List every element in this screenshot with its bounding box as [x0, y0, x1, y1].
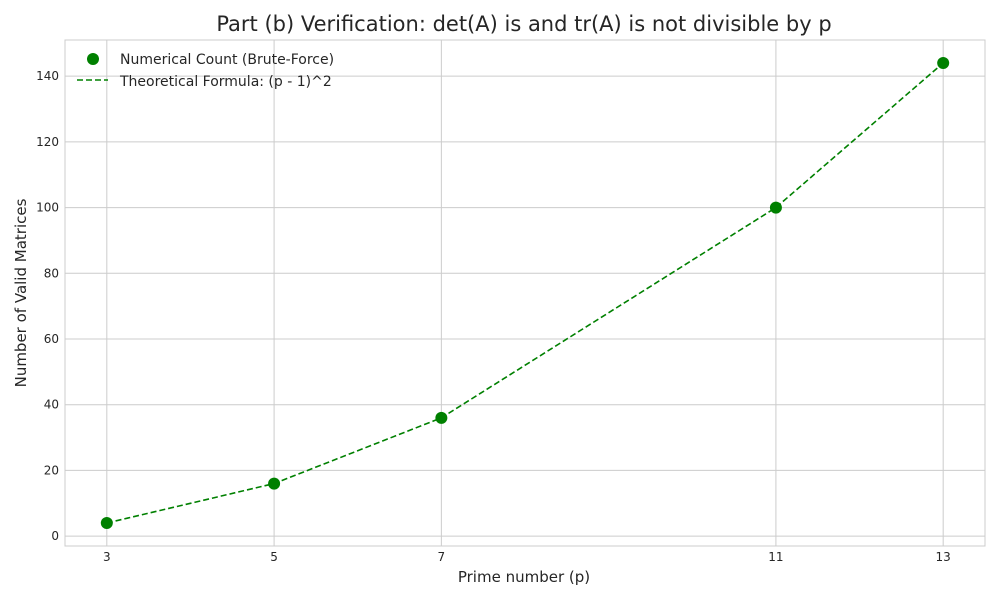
legend: Numerical Count (Brute-Force) Theoretica…: [77, 52, 334, 90]
y-axis-label: Number of Valid Matrices: [12, 198, 30, 387]
grid: [65, 40, 985, 546]
y-tick-labels: 0 20 40 60 80 100 120 140: [36, 69, 59, 543]
data-point-numerical: [937, 57, 950, 69]
legend-label-theoretical: Theoretical Formula: (p - 1)^2: [119, 74, 332, 90]
y-tick-label: 80: [44, 266, 59, 280]
y-tick-label: 140: [36, 69, 59, 83]
y-tick-label: 60: [44, 332, 59, 346]
y-tick-label: 40: [44, 398, 59, 412]
data-point-numerical: [769, 201, 782, 214]
y-tick-label: 0: [51, 529, 59, 543]
plot-frame: [64, 39, 986, 547]
x-tick-label: 11: [768, 550, 783, 564]
x-tick-label: 13: [936, 550, 951, 564]
x-tick-labels: 3 5 7 11 13: [103, 550, 951, 564]
x-axis-label: Prime number (p): [458, 568, 590, 586]
x-tick-label: 7: [438, 550, 446, 564]
data-point-numerical: [100, 517, 113, 529]
series: [100, 57, 950, 529]
y-tick-label: 20: [44, 463, 59, 477]
data-point-numerical: [268, 477, 281, 490]
y-tick-label: 120: [36, 135, 59, 149]
legend-marker-numerical: [87, 53, 99, 65]
y-tick-label: 100: [36, 201, 59, 215]
series-line-theoretical: [106, 62, 944, 524]
data-point-numerical: [435, 411, 448, 424]
legend-label-numerical: Numerical Count (Brute-Force): [120, 52, 334, 68]
x-tick-label: 5: [270, 550, 278, 564]
chart-title: Part (b) Verification: det(A) is and tr(…: [216, 12, 831, 36]
x-tick-label: 3: [103, 550, 111, 564]
